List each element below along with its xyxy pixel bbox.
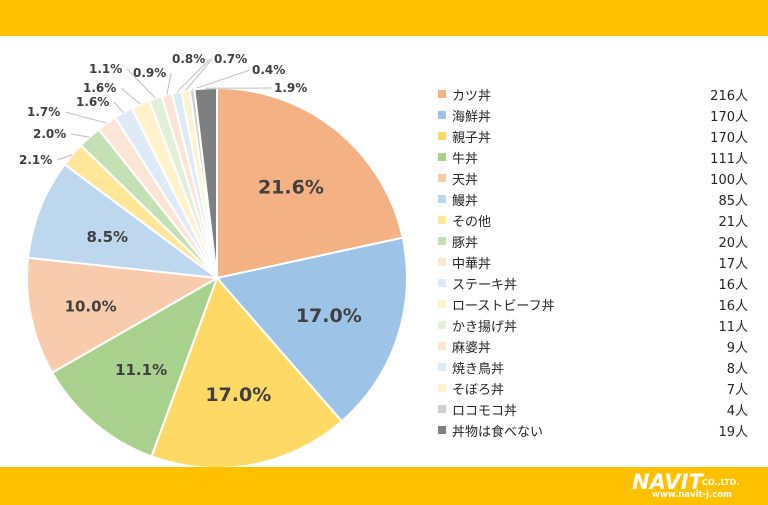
bottom-banner [0, 467, 768, 505]
slice-percent-label: 1.7% [27, 105, 60, 119]
legend-count: 4人 [727, 404, 748, 419]
legend-label: その他 [452, 215, 491, 230]
slice-percent-label: 11.1% [115, 361, 167, 379]
slice-percent-label: 1.1% [89, 62, 122, 76]
navit-logo: NAVIT CO.,LTD. www.navit-j.com [628, 470, 764, 502]
legend-swatch [438, 132, 446, 140]
legend-label: 丼物は食べない [452, 424, 543, 440]
leader-line [120, 87, 141, 105]
legend-label: そぼろ丼 [452, 383, 504, 398]
legend-count: 11人 [718, 320, 748, 335]
slice-percent-label: 21.6% [258, 176, 324, 198]
legend-swatch [438, 153, 446, 161]
legend-swatch [438, 195, 446, 203]
legend-count: 20人 [718, 236, 748, 251]
legend-label: 天丼 [452, 173, 478, 188]
leader-line [166, 72, 172, 95]
slice-percent-label: 2.0% [33, 127, 66, 141]
legend-swatch [438, 384, 446, 392]
legend-count: 17人 [718, 257, 748, 272]
legend-swatch [438, 90, 446, 98]
slice-percent-label: 1.6% [76, 95, 109, 109]
logo-name: NAVIT [632, 470, 703, 494]
pie-slice [26, 163, 221, 280]
legend-label: 焼き鳥丼 [452, 362, 504, 377]
legend-label: ロコモコ丼 [452, 404, 517, 419]
slice-percent-label: 0.9% [133, 66, 166, 80]
slice-percent-label: 1.6% [83, 81, 116, 95]
legend-count: 111人 [710, 152, 748, 167]
logo-url: www.navit-j.com [652, 490, 732, 500]
legend-count: 100人 [710, 173, 748, 188]
legend-swatch [438, 111, 446, 119]
legend-count: 21人 [718, 215, 748, 230]
legend-count: 16人 [718, 299, 748, 314]
leader-line [64, 111, 107, 124]
slice-percent-label: 0.7% [214, 52, 247, 66]
slice-percent-label: 1.9% [274, 81, 307, 95]
leader-line [176, 58, 211, 93]
legend-count: 170人 [710, 110, 748, 125]
legend-count: 9人 [727, 341, 748, 356]
legend-count: 85人 [718, 194, 748, 209]
legend-count: 170人 [710, 131, 748, 146]
legend-swatch [438, 300, 446, 308]
legend-label: 親子丼 [452, 131, 491, 146]
pie-slice [150, 276, 344, 467]
leader-line [185, 58, 213, 91]
legend-swatch [438, 321, 446, 329]
logo-company: CO.,LTD. [702, 478, 740, 487]
legend-count: 8人 [727, 362, 748, 377]
pie-slice [26, 256, 221, 375]
leader-line [113, 101, 124, 114]
slice-percent-label: 8.5% [86, 228, 128, 246]
legend-label: 中華丼 [452, 257, 491, 272]
leader-line [191, 69, 251, 91]
pie-chart: 21.6% 17.0% 17.0% 11.1% 10.0% 8.5% 2.1% 2.0% 1.7… [19, 52, 748, 467]
legend-swatch [438, 405, 446, 413]
leader-line [70, 133, 90, 138]
legend-swatch [438, 342, 446, 350]
legend-count: 7人 [727, 383, 748, 398]
legend-count: 19人 [718, 425, 748, 440]
leader-line [126, 68, 156, 99]
legend-label: 海鮮丼 [452, 110, 491, 125]
legend-label: ステーキ丼 [452, 278, 517, 293]
slice-percent-label: 17.0% [205, 384, 271, 406]
legend-label: かき揚げ丼 [452, 319, 517, 335]
legend-label: 豚丼 [452, 236, 478, 251]
legend-swatch [438, 363, 446, 371]
pie-slice [215, 236, 408, 423]
slice-percent-label: 17.0% [296, 305, 362, 327]
legend-label: 麻婆丼 [452, 341, 491, 356]
top-banner [0, 0, 768, 36]
legend-swatch [438, 258, 446, 266]
legend-label: 牛丼 [452, 152, 478, 167]
legend-swatch [438, 216, 446, 224]
pie-slice [50, 275, 219, 458]
legend-swatch [438, 279, 446, 287]
legend-label: 鰻丼 [452, 194, 478, 209]
slice-percent-label: 0.8% [172, 52, 205, 66]
legend-label: ローストビーフ丼 [452, 299, 555, 314]
slice-percent-label: 0.4% [252, 63, 285, 77]
legend-swatch [438, 426, 446, 434]
legend-label: カツ丼 [452, 89, 491, 104]
legend-count: 216人 [710, 89, 748, 104]
legend-swatch [438, 237, 446, 245]
pie-slice [216, 86, 404, 280]
legend-swatch [438, 174, 446, 182]
leader-line [56, 154, 73, 161]
slice-percent-label: 10.0% [65, 298, 117, 316]
slice-percent-label: 2.1% [19, 153, 52, 167]
legend-count: 16人 [718, 278, 748, 293]
